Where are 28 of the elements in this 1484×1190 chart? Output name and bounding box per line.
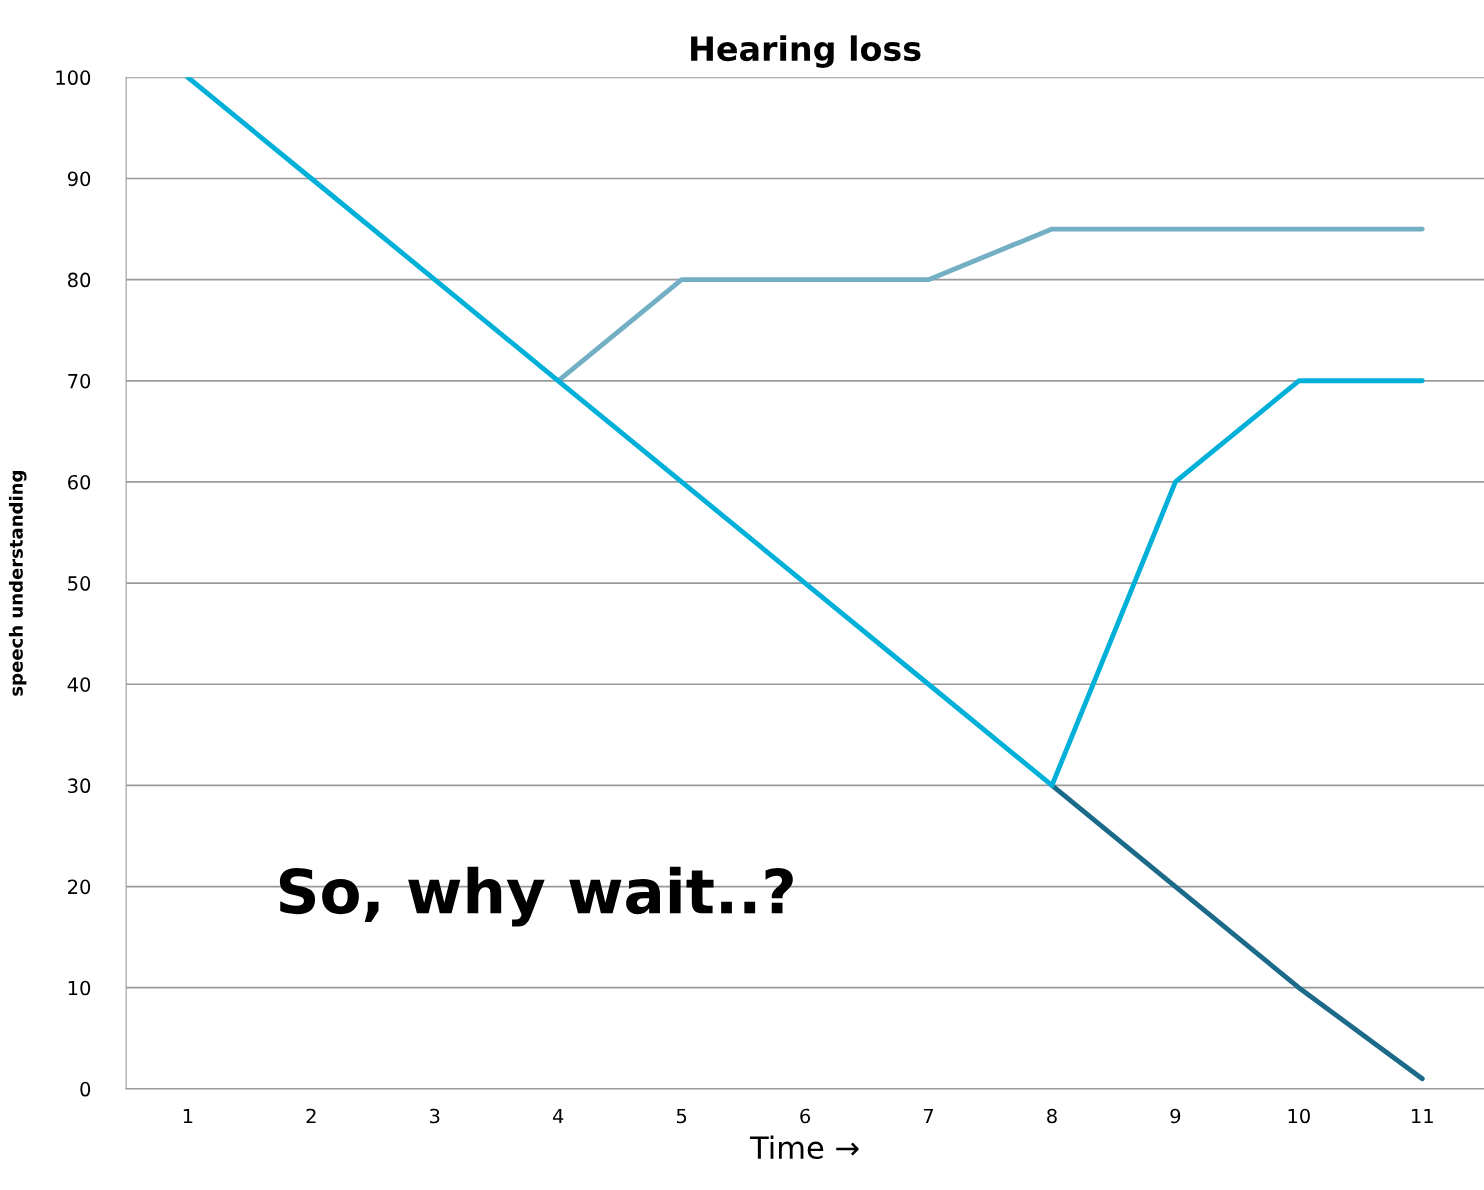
x-tick-label: 1 <box>183 1108 193 1124</box>
line-series <box>1049 782 1425 1082</box>
y-tick-label: 40 <box>67 677 91 692</box>
y-tick-label: 10 <box>68 980 91 996</box>
x-tick-label: 10 <box>1288 1108 1310 1124</box>
x-tick-label: 4 <box>552 1108 564 1124</box>
x-tick-label: 8 <box>1047 1108 1057 1124</box>
y-tick-label: 60 <box>68 474 91 490</box>
y-tick-label: 90 <box>67 171 91 187</box>
x-tick-label: 5 <box>676 1108 687 1124</box>
line-series <box>185 77 1425 788</box>
y-tick-label: 20 <box>68 879 91 895</box>
y-tick-label: 80 <box>67 272 91 288</box>
x-tick-label: 3 <box>430 1108 440 1124</box>
y-tick-label: 100 <box>56 70 91 86</box>
y-tick-label: 0 <box>80 1081 91 1097</box>
y-axis-title: speech understanding <box>8 471 27 696</box>
x-tick-label: 2 <box>306 1108 316 1124</box>
chart-title: Hearing loss <box>691 35 921 68</box>
y-tick-label: 70 <box>68 373 91 389</box>
x-tick-label: 6 <box>800 1108 811 1124</box>
y-tick-label: 30 <box>68 778 91 794</box>
x-tick-label: 7 <box>923 1108 934 1124</box>
annotation: So, why wait..? <box>279 866 793 927</box>
x-axis-title: Time → <box>749 1135 859 1160</box>
x-tick-label: 11 <box>1412 1108 1433 1124</box>
y-tick-label: 50 <box>68 576 91 591</box>
x-tick-label: 9 <box>1170 1108 1181 1124</box>
